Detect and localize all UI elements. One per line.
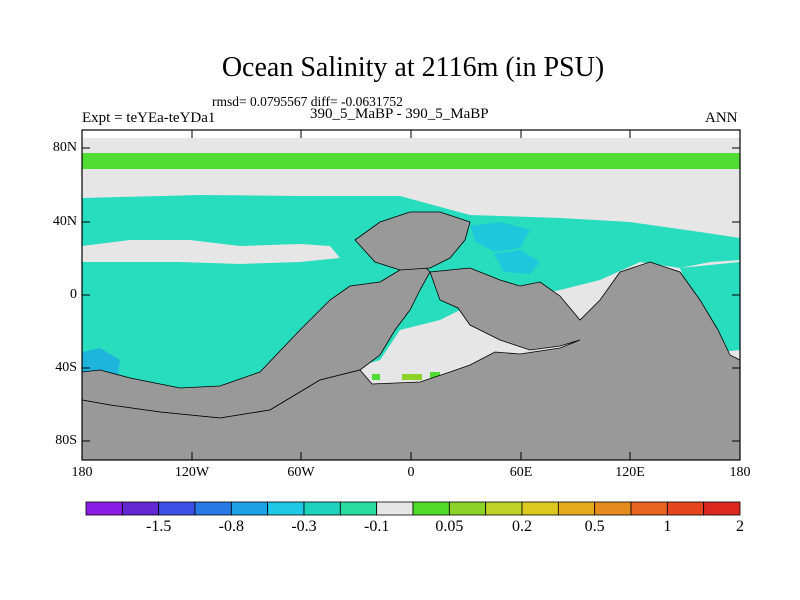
ocean-gap-west bbox=[82, 240, 340, 264]
lat-tick-label: 0 bbox=[70, 287, 77, 302]
colorbar-swatch bbox=[485, 501, 523, 516]
lat-tick-label: 40N bbox=[52, 214, 77, 229]
plot-title: Ocean Salinity at 2116m (in PSU) bbox=[221, 52, 605, 83]
colorbar-swatch bbox=[703, 501, 741, 516]
lat-tick-label: 80S bbox=[55, 433, 77, 448]
land-north-block bbox=[354, 211, 471, 271]
colorbar-tick-label: 2 bbox=[736, 518, 744, 535]
colorbar-tick-label: 0.5 bbox=[584, 518, 605, 535]
case-label: 390_5_MaBP - 390_5_MaBP bbox=[310, 106, 489, 122]
colorbar-swatch bbox=[230, 501, 269, 516]
lon-tick-label: 60W bbox=[287, 465, 315, 480]
lon-tick-label: 180 bbox=[71, 465, 93, 480]
colorbar-tick-label: -0.1 bbox=[363, 518, 390, 535]
colorbar-tick-label: 0.2 bbox=[512, 518, 532, 535]
colorbar-swatch bbox=[630, 501, 668, 516]
colorbar-tick-label: 0.05 bbox=[435, 518, 464, 535]
ocean-anomaly-east bbox=[680, 262, 740, 352]
positive-speck-2 bbox=[430, 372, 440, 378]
colorbar-swatch bbox=[557, 501, 596, 516]
positive-speck-1 bbox=[402, 374, 422, 380]
lon-tick-label: 60E bbox=[509, 465, 533, 480]
colorbar-tick-label: -1.5 bbox=[145, 518, 172, 535]
experiment-label: Expt = teYEa-teYDa1 bbox=[82, 110, 216, 126]
lat-tick-label: 80N bbox=[52, 140, 77, 155]
colorbar-swatch bbox=[303, 501, 341, 516]
colorbar-swatch bbox=[267, 501, 305, 516]
colorbar-tick-label: -0.8 bbox=[218, 518, 244, 535]
colorbar-swatch bbox=[194, 501, 232, 516]
arctic-positive-band bbox=[82, 153, 740, 169]
colorbar-swatch bbox=[121, 501, 160, 516]
stats-line: rmsd= 0.0795567 diff= -0.0631752 bbox=[212, 94, 403, 109]
colorbar-swatch bbox=[339, 501, 378, 516]
colorbar-swatch bbox=[412, 501, 450, 516]
colorbar-tick-label: -0.3 bbox=[291, 518, 317, 535]
positive-speck-3 bbox=[372, 374, 380, 380]
colorbar-swatch bbox=[448, 501, 487, 516]
axis-ticks bbox=[82, 130, 740, 460]
land-africa-eurasia bbox=[81, 261, 741, 461]
colorbar-swatch bbox=[521, 501, 559, 516]
season-label: ANN bbox=[705, 110, 738, 126]
colorbar-swatch bbox=[85, 501, 123, 516]
colorbar-swatch bbox=[594, 501, 632, 516]
lon-tick-label: 120E bbox=[615, 465, 645, 480]
colorbar-swatch bbox=[666, 501, 705, 516]
lat-tick-label: 40S bbox=[55, 360, 77, 375]
colorbar-swatch bbox=[158, 501, 196, 516]
lon-tick-label: 120W bbox=[174, 465, 210, 480]
ocean-anomaly-blue-1 bbox=[470, 222, 530, 252]
ocean-anomaly-blue-3 bbox=[494, 250, 540, 274]
colorbar-swatch bbox=[376, 501, 414, 516]
lon-tick-label: 0 bbox=[407, 465, 415, 480]
lon-tick-label: 180 bbox=[729, 465, 751, 480]
colorbar-tick-label: 1 bbox=[663, 518, 672, 535]
colorbar bbox=[85, 501, 741, 516]
